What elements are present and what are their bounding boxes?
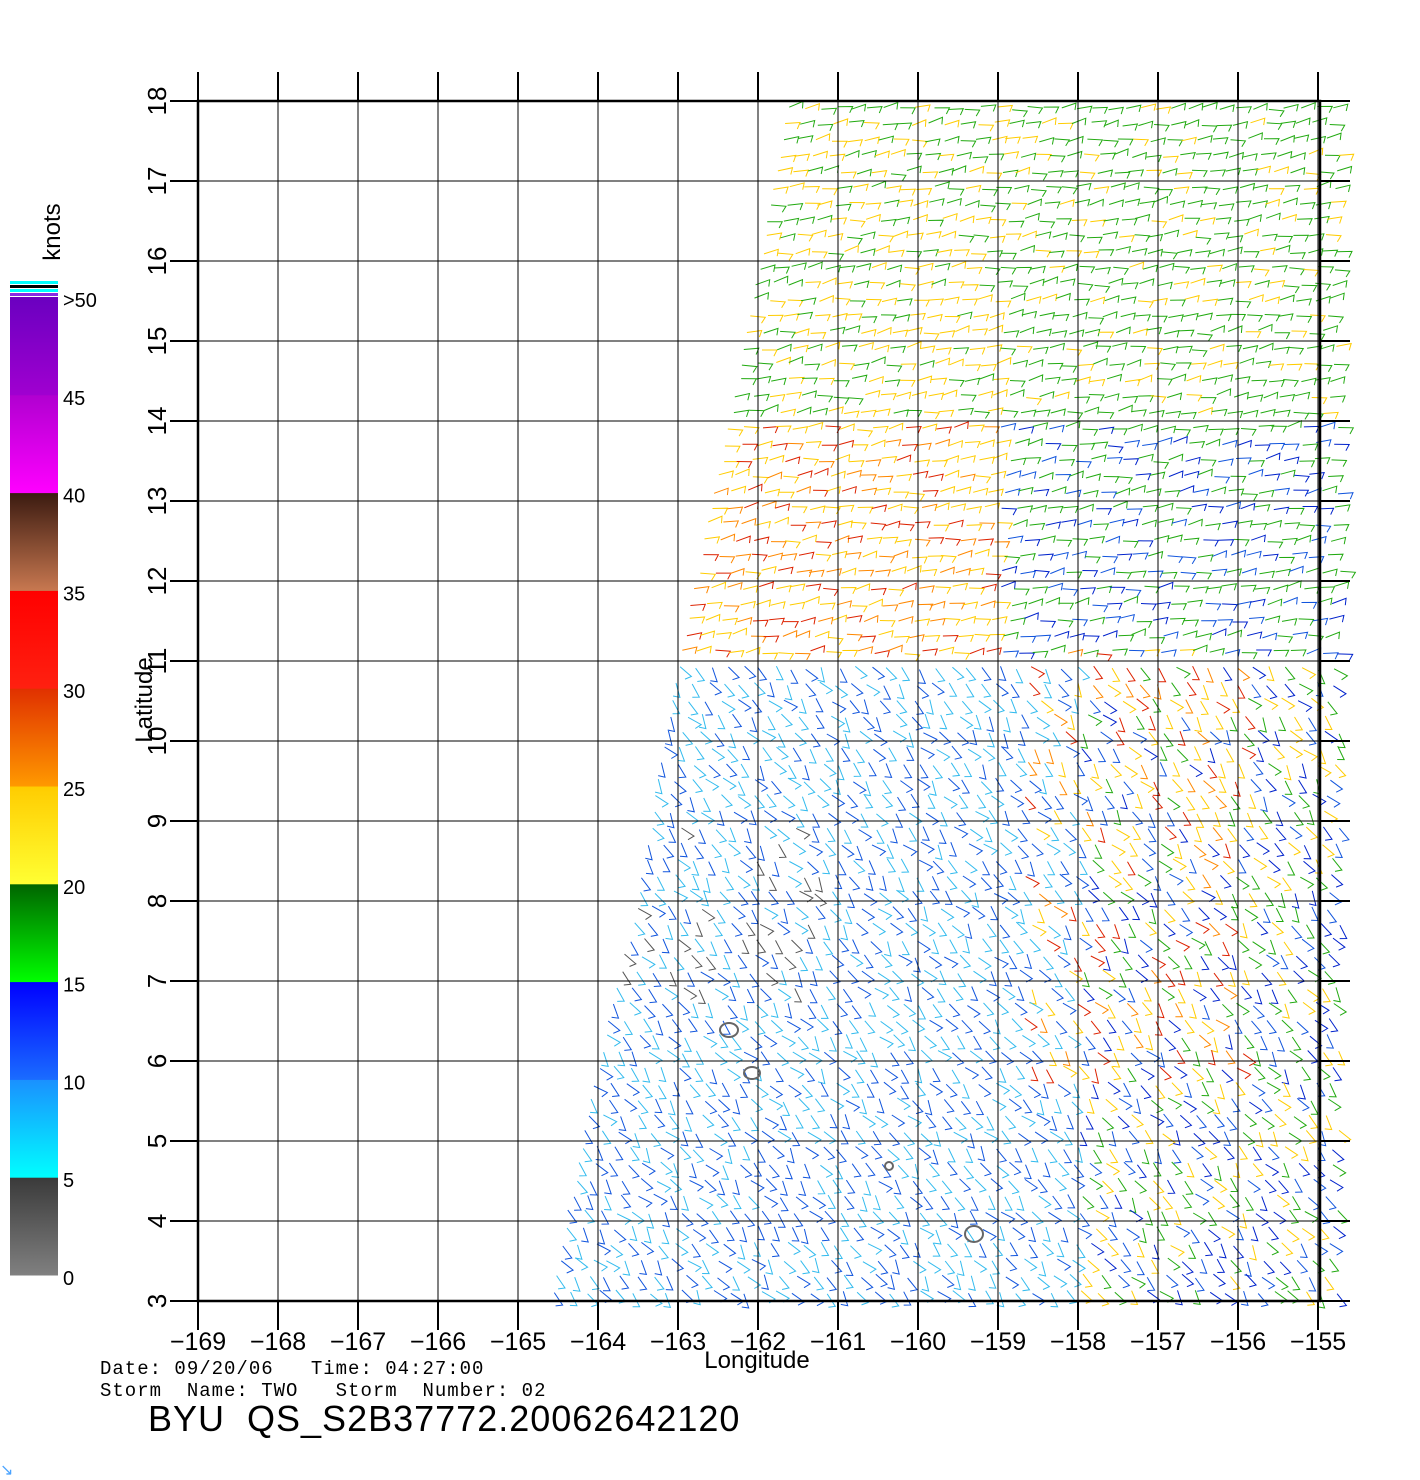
lon-tick-label: −162: [730, 1328, 786, 1356]
colorbar-tick-label: 0: [63, 1268, 74, 1290]
lon-tick-label: −156: [1210, 1328, 1266, 1356]
lat-tick-label: 17: [142, 167, 172, 196]
colorbar-units-label: knots: [39, 203, 66, 260]
colorbar-tick-label: 35: [63, 583, 85, 605]
lon-tick-label: −163: [650, 1328, 706, 1356]
corner-arrow-icon: ↘: [0, 1462, 14, 1479]
x-axis-label: Longitude: [704, 1347, 809, 1374]
colorbar-band: [10, 981, 58, 1080]
lon-tick-label: −165: [490, 1328, 546, 1356]
lat-tick-label: 8: [142, 894, 172, 908]
colorbar-tick-label: >50: [63, 290, 97, 312]
date-time-caption: Date: 09/20/06 Time: 04:27:00: [100, 1358, 485, 1380]
lat-tick-label: 18: [142, 87, 172, 116]
colorbar-band: [10, 883, 58, 983]
y-axis-label: Latitude: [131, 657, 158, 742]
product-id-title: BYU QS_S2B37772.20062642120: [148, 1398, 741, 1439]
lat-tick-label: 3: [142, 1294, 172, 1308]
colorbar-tick-label: 30: [63, 681, 85, 703]
lon-tick-label: −160: [890, 1328, 946, 1356]
storm-caption: Storm Name: TWO Storm Number: 02: [100, 1380, 547, 1402]
latitude-tick-labels: 3 4 5 6 7 8 9 10 11 12 13 14 15 16 17 18: [142, 87, 172, 1309]
lon-tick-label: −158: [1050, 1328, 1106, 1356]
speed-colorbar: 0 5 10 15 20 25 30 35 40 45 >50: [10, 281, 97, 1290]
colorbar-tick-label: 25: [63, 779, 85, 801]
colorbar-band: [10, 1177, 58, 1276]
lat-tick-label: 5: [142, 1134, 172, 1148]
lat-tick-label: 11: [142, 648, 172, 675]
colorbar-band: [10, 1079, 58, 1178]
lat-tick-label: 12: [142, 567, 172, 596]
lat-tick-label: 7: [142, 974, 172, 988]
colorbar-band: [10, 492, 58, 591]
colorbar-tick-label: 45: [63, 388, 85, 410]
lon-tick-label: −164: [570, 1328, 626, 1356]
lon-tick-label: −166: [410, 1328, 466, 1356]
colorbar-band: [10, 688, 58, 787]
lon-tick-label: −155: [1290, 1328, 1346, 1356]
lat-tick-label: 14: [142, 407, 172, 436]
colorbar-tick-label: 40: [63, 486, 85, 508]
lon-tick-label: −169: [170, 1328, 226, 1356]
lon-tick-label: −157: [1130, 1328, 1186, 1356]
lat-tick-label: 15: [142, 327, 172, 356]
colorbar-band: [10, 786, 58, 885]
lat-tick-label: 13: [142, 487, 172, 516]
lat-tick-label: 4: [142, 1214, 172, 1228]
lat-tick-label: 16: [142, 247, 172, 276]
colorbar-band: [10, 590, 58, 689]
lon-tick-label: −167: [330, 1328, 386, 1356]
lat-tick-label: 9: [142, 814, 172, 828]
colorbar-tick-label: 5: [63, 1170, 74, 1192]
lon-tick-label: −168: [250, 1328, 306, 1356]
colorbar-tick-label: 20: [63, 877, 85, 899]
lon-tick-label: −161: [810, 1328, 866, 1356]
lat-tick-label: 10: [142, 727, 172, 756]
map-frame: [196, 99, 1322, 1303]
colorbar-tick-label: 15: [63, 975, 85, 997]
lat-tick-label: 6: [142, 1054, 172, 1068]
island-outlines: [719, 1022, 984, 1243]
lat-lon-grid: [170, 72, 1350, 1330]
lon-tick-label: −159: [970, 1328, 1026, 1356]
colorbar-band: [10, 394, 58, 494]
longitude-tick-labels: −169 −168 −167 −166 −165 −164 −163 −162 −161 −160…: [170, 1328, 1346, 1356]
wind-swath-layer: [553, 100, 1357, 1309]
colorbar-band: [10, 297, 58, 396]
colorbar-tick-label: 10: [63, 1072, 85, 1094]
